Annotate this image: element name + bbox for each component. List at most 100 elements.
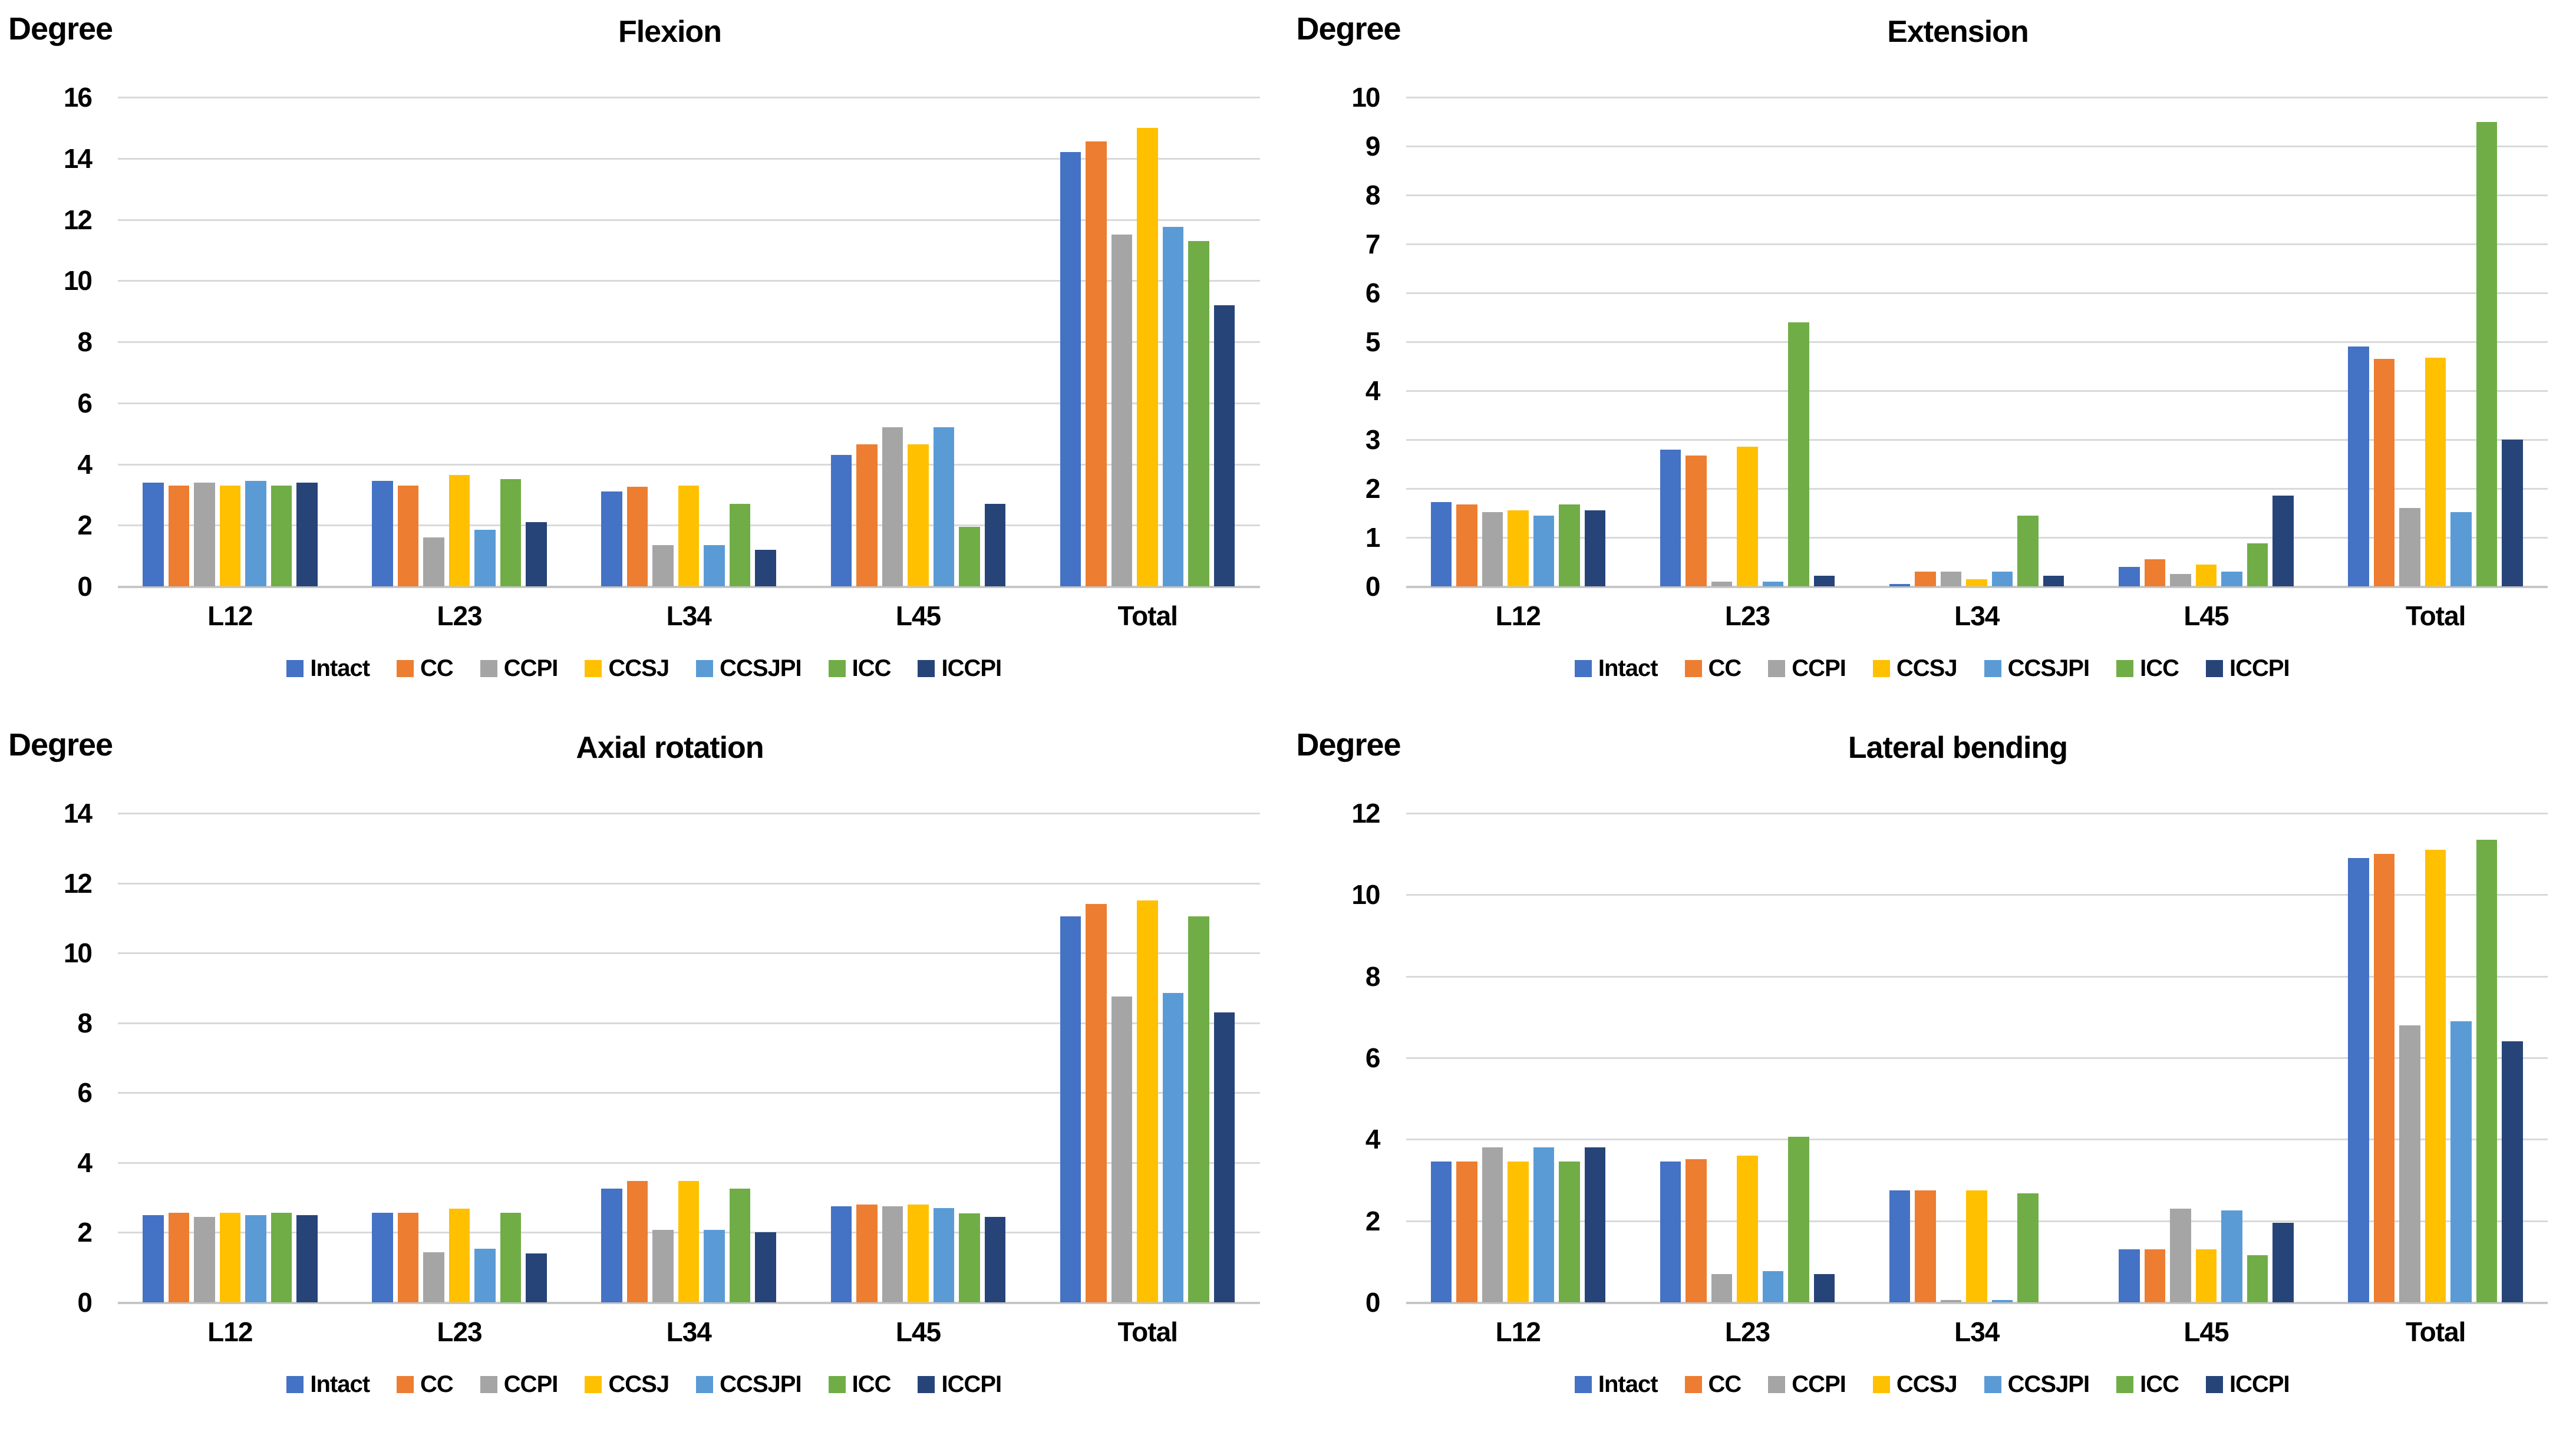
y-tick-label: 12 <box>1351 798 1380 829</box>
plot-area: 0 2 4 6 8 10 12 14 <box>64 800 1260 1316</box>
category-label-l12: L12 <box>1495 1316 1541 1347</box>
bar-cc-l34 <box>1915 572 1936 586</box>
legend-item-icc: ICC <box>828 655 891 682</box>
bar-intact-l34 <box>601 1189 622 1302</box>
y-tick-label: 4 <box>77 448 93 480</box>
category-label-l45: L45 <box>2184 600 2229 631</box>
legend-swatch-icc <box>2116 660 2134 677</box>
bar-icc-l23 <box>1788 322 1809 586</box>
bar-ccsj-l45 <box>908 444 929 586</box>
bar-cc-l23 <box>397 485 419 586</box>
bar-cc-l34 <box>626 1181 648 1302</box>
bar-cc-l12 <box>168 485 190 586</box>
legend: Intact CC CCPI CCSJ CCSJPI ICC ICCPI <box>1288 1371 2576 1398</box>
legend-item-iccpi: ICCPI <box>918 1371 1002 1398</box>
gridline <box>118 341 1260 343</box>
y-tick-label: 0 <box>1365 571 1381 602</box>
legend-swatch-intact <box>1574 660 1592 677</box>
legend-swatch-icc <box>828 1376 846 1393</box>
legend-swatch-iccpi <box>918 660 935 677</box>
gridline <box>118 952 1260 955</box>
bar-ccsj-l23 <box>1737 447 1758 586</box>
bar-iccpi-l45 <box>2272 1223 2294 1302</box>
y-tick-label: 6 <box>77 387 93 418</box>
y-axis-title: Degree <box>8 11 113 47</box>
bar-intact-l23 <box>1660 1162 1681 1302</box>
legend-label: ICCPI <box>941 655 1002 681</box>
chart-header: Degree Flexion <box>0 11 1288 58</box>
legend-item-intact: Intact <box>1574 655 1658 682</box>
y-tick-label: 14 <box>63 798 93 829</box>
bar-iccpi-l12 <box>1584 1147 1606 1302</box>
legend-label: ICC <box>2140 1371 2179 1397</box>
bar-ccpi-l45 <box>2170 1208 2191 1302</box>
bar-ccpi-l12 <box>1482 512 1503 586</box>
legend: Intact CC CCPI CCSJ CCSJPI ICC ICCPI <box>0 655 1288 682</box>
bar-ccsj-l34 <box>678 1181 700 1302</box>
y-tick-label: 4 <box>1365 375 1381 406</box>
y-tick-label: 3 <box>1365 424 1381 455</box>
y-tick-label: 12 <box>63 867 93 899</box>
bar-ccsjpi-total <box>1162 227 1184 586</box>
gridline <box>1406 894 2548 896</box>
bar-iccpi-l34 <box>755 1232 776 1302</box>
y-tick-label: 6 <box>1365 278 1381 308</box>
bar-icc-l45 <box>959 526 980 586</box>
category-label-total: Total <box>2405 600 2466 631</box>
legend-item-cc: CC <box>1684 655 1741 682</box>
legend-swatch-iccpi <box>2205 660 2223 677</box>
legend-swatch-ccsj <box>585 1376 602 1393</box>
y-axis-title: Degree <box>1296 11 1401 47</box>
bar-ccpi-l34 <box>652 545 674 586</box>
chart-title: Extension <box>1887 15 2029 49</box>
legend-label: CCPI <box>503 1371 559 1397</box>
bar-cc-total <box>1086 141 1107 586</box>
y-tick-label: 8 <box>1365 180 1381 210</box>
bar-ccsjpi-l45 <box>2221 572 2242 586</box>
y-tick-label: 10 <box>1351 82 1380 113</box>
legend-swatch-ccpi <box>1768 660 1786 677</box>
y-tick-label: 2 <box>77 510 93 541</box>
y-tick-label: 12 <box>63 204 93 235</box>
legend-label: CCPI <box>503 655 559 681</box>
bars-area <box>118 813 1260 1302</box>
bar-iccpi-l12 <box>296 482 318 586</box>
legend-label: Intact <box>1598 1371 1658 1397</box>
bar-ccsj-l45 <box>908 1205 929 1302</box>
bar-cc-l23 <box>1686 1159 1707 1302</box>
legend-item-intact: Intact <box>1574 1371 1658 1398</box>
bar-ccsj-l12 <box>219 1212 241 1302</box>
category-label-l45: L45 <box>895 1316 941 1347</box>
gridline <box>1406 146 2548 147</box>
legend-item-ccsj: CCSJ <box>585 1371 669 1398</box>
bar-ccpi-l45 <box>882 1206 903 1302</box>
bar-group-l23 <box>1660 813 1835 1302</box>
legend-item-ccsjpi: CCSJPI <box>1984 655 2090 682</box>
legend-label: Intact <box>310 1371 370 1397</box>
chart-header: Degree Extension <box>1288 11 2576 58</box>
legend-swatch-intact <box>286 1376 304 1393</box>
x-axis-line <box>1406 1302 2548 1304</box>
bar-ccpi-total <box>2399 1025 2420 1302</box>
legend-swatch-ccsj <box>585 660 602 677</box>
bar-ccpi-l34 <box>1940 1299 1962 1302</box>
legend-label: CCSJ <box>1896 655 1958 681</box>
bar-icc-l23 <box>500 479 522 586</box>
category-label-l12: L12 <box>207 600 253 631</box>
bar-ccsj-l23 <box>1737 1156 1758 1302</box>
bar-intact-l34 <box>1889 583 1911 586</box>
bar-cc-total <box>2373 359 2395 586</box>
legend-label: Intact <box>310 655 370 681</box>
legend-label: ICC <box>852 1371 892 1397</box>
legend-swatch-intact <box>1574 1376 1592 1393</box>
bar-ccsjpi-l12 <box>245 1215 266 1302</box>
bar-group-l45 <box>2119 813 2294 1302</box>
y-tick-label: 6 <box>77 1077 93 1108</box>
bar-ccsjpi-l23 <box>474 530 496 586</box>
category-label-l34: L34 <box>666 1316 712 1347</box>
bar-ccpi-total <box>1111 997 1133 1302</box>
y-tick-label: 14 <box>63 143 93 174</box>
bar-ccpi-l34 <box>1940 572 1962 586</box>
bar-cc-l45 <box>2144 1249 2166 1302</box>
legend-item-iccpi: ICCPI <box>918 655 1002 682</box>
